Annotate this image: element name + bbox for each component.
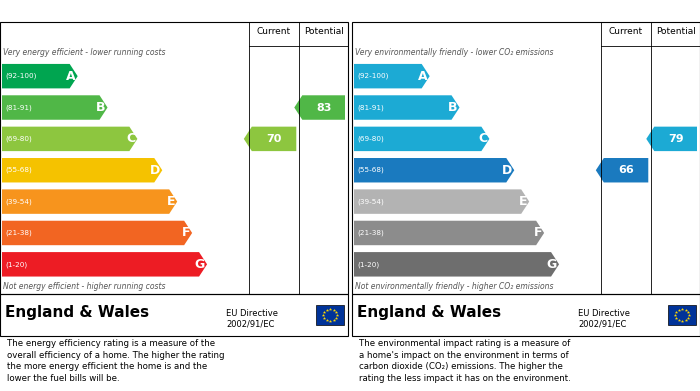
- Polygon shape: [244, 127, 296, 151]
- Polygon shape: [2, 64, 78, 88]
- Text: (21-38): (21-38): [357, 230, 384, 236]
- Text: (55-68): (55-68): [357, 167, 384, 174]
- Text: Potential: Potential: [656, 27, 696, 36]
- Text: C: C: [478, 133, 487, 145]
- Text: 70: 70: [267, 134, 281, 144]
- Text: E: E: [519, 195, 527, 208]
- Text: 79: 79: [668, 134, 683, 144]
- Text: (1-20): (1-20): [5, 261, 27, 267]
- Bar: [668, 305, 696, 325]
- Text: (39-54): (39-54): [357, 198, 384, 205]
- Text: EU Directive
2002/91/EC: EU Directive 2002/91/EC: [578, 309, 630, 328]
- Text: The energy efficiency rating is a measure of the
overall efficiency of a home. T: The energy efficiency rating is a measur…: [7, 339, 225, 383]
- Text: Very energy efficient - lower running costs: Very energy efficient - lower running co…: [3, 48, 165, 57]
- Text: B: B: [96, 101, 106, 114]
- Polygon shape: [354, 64, 430, 88]
- Text: (1-20): (1-20): [357, 261, 379, 267]
- Text: (92-100): (92-100): [357, 73, 388, 79]
- Bar: [316, 305, 344, 325]
- Polygon shape: [2, 221, 192, 245]
- Text: D: D: [150, 164, 160, 177]
- Text: G: G: [195, 258, 205, 271]
- Polygon shape: [354, 252, 559, 276]
- Text: Not energy efficient - higher running costs: Not energy efficient - higher running co…: [3, 282, 165, 291]
- Text: England & Wales: England & Wales: [357, 305, 501, 320]
- Text: Energy Efficiency Rating: Energy Efficiency Rating: [5, 5, 168, 18]
- Text: (39-54): (39-54): [5, 198, 32, 205]
- Polygon shape: [646, 127, 697, 151]
- Polygon shape: [354, 127, 489, 151]
- Polygon shape: [596, 158, 648, 183]
- Text: EU Directive
2002/91/EC: EU Directive 2002/91/EC: [226, 309, 278, 328]
- Text: C: C: [126, 133, 135, 145]
- Text: F: F: [533, 226, 542, 239]
- Polygon shape: [354, 221, 544, 245]
- Text: D: D: [502, 164, 512, 177]
- Text: (69-80): (69-80): [5, 136, 32, 142]
- Text: B: B: [448, 101, 458, 114]
- Text: (81-91): (81-91): [357, 104, 384, 111]
- Text: (21-38): (21-38): [5, 230, 32, 236]
- Text: 66: 66: [618, 165, 634, 175]
- Text: (81-91): (81-91): [5, 104, 32, 111]
- Polygon shape: [2, 252, 207, 276]
- Polygon shape: [2, 95, 108, 120]
- Text: A: A: [418, 70, 428, 83]
- Text: Not environmentally friendly - higher CO₂ emissions: Not environmentally friendly - higher CO…: [355, 282, 554, 291]
- Text: England & Wales: England & Wales: [5, 305, 149, 320]
- Text: (92-100): (92-100): [5, 73, 36, 79]
- Polygon shape: [354, 158, 514, 183]
- Text: E: E: [167, 195, 175, 208]
- Text: A: A: [66, 70, 76, 83]
- Text: (55-68): (55-68): [5, 167, 32, 174]
- Text: F: F: [181, 226, 190, 239]
- Polygon shape: [354, 95, 459, 120]
- Text: G: G: [547, 258, 557, 271]
- Polygon shape: [2, 189, 177, 214]
- Polygon shape: [2, 127, 137, 151]
- Text: Current: Current: [257, 27, 291, 36]
- Text: Potential: Potential: [304, 27, 344, 36]
- Polygon shape: [2, 158, 162, 183]
- Text: (69-80): (69-80): [357, 136, 384, 142]
- Polygon shape: [294, 95, 345, 120]
- Text: Current: Current: [609, 27, 643, 36]
- Text: Very environmentally friendly - lower CO₂ emissions: Very environmentally friendly - lower CO…: [355, 48, 554, 57]
- Text: 83: 83: [316, 102, 331, 113]
- Text: The environmental impact rating is a measure of
a home's impact on the environme: The environmental impact rating is a mea…: [359, 339, 570, 383]
- Text: Environmental Impact (CO₂) Rating: Environmental Impact (CO₂) Rating: [357, 5, 589, 18]
- Polygon shape: [354, 189, 529, 214]
